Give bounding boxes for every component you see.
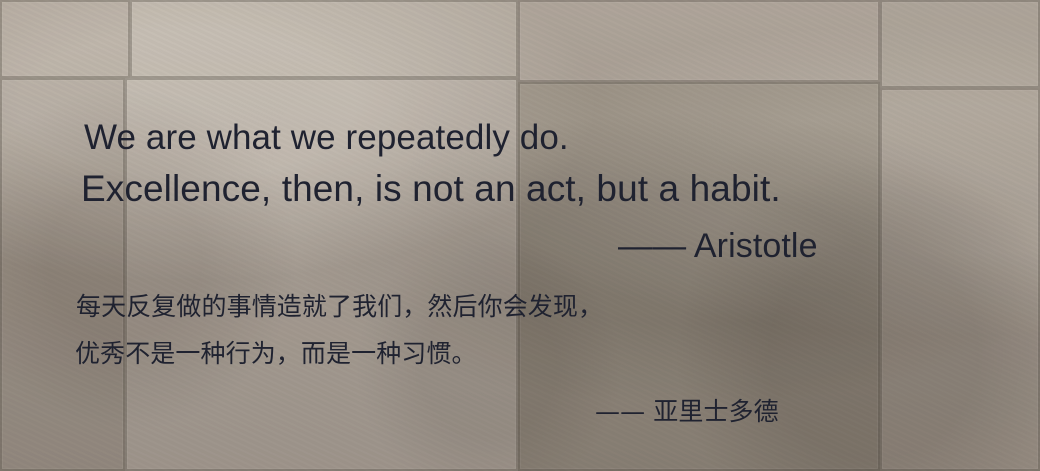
wall-tile (0, 78, 125, 471)
wall-tile (0, 0, 130, 78)
wall-tile (130, 0, 518, 78)
english-quote-line-1: We are what we repeatedly do. (84, 118, 569, 157)
chinese-quote-line-1: 每天反复做的事情造就了我们，然后你会发现， (76, 292, 604, 321)
wall-tile (518, 0, 880, 82)
english-quote-line-2: Excellence, then, is not an act, but a h… (81, 168, 781, 209)
wall-tile (125, 78, 518, 471)
english-attribution: —— Aristotle (618, 227, 818, 265)
wall-tile (518, 82, 880, 471)
wall-tile (880, 88, 1040, 471)
chinese-attribution: —— 亚里士多德 (595, 397, 779, 426)
wall-tile (880, 0, 1040, 88)
chinese-quote-line-2: 优秀不是一种行为，而是一种习惯。 (75, 339, 477, 368)
